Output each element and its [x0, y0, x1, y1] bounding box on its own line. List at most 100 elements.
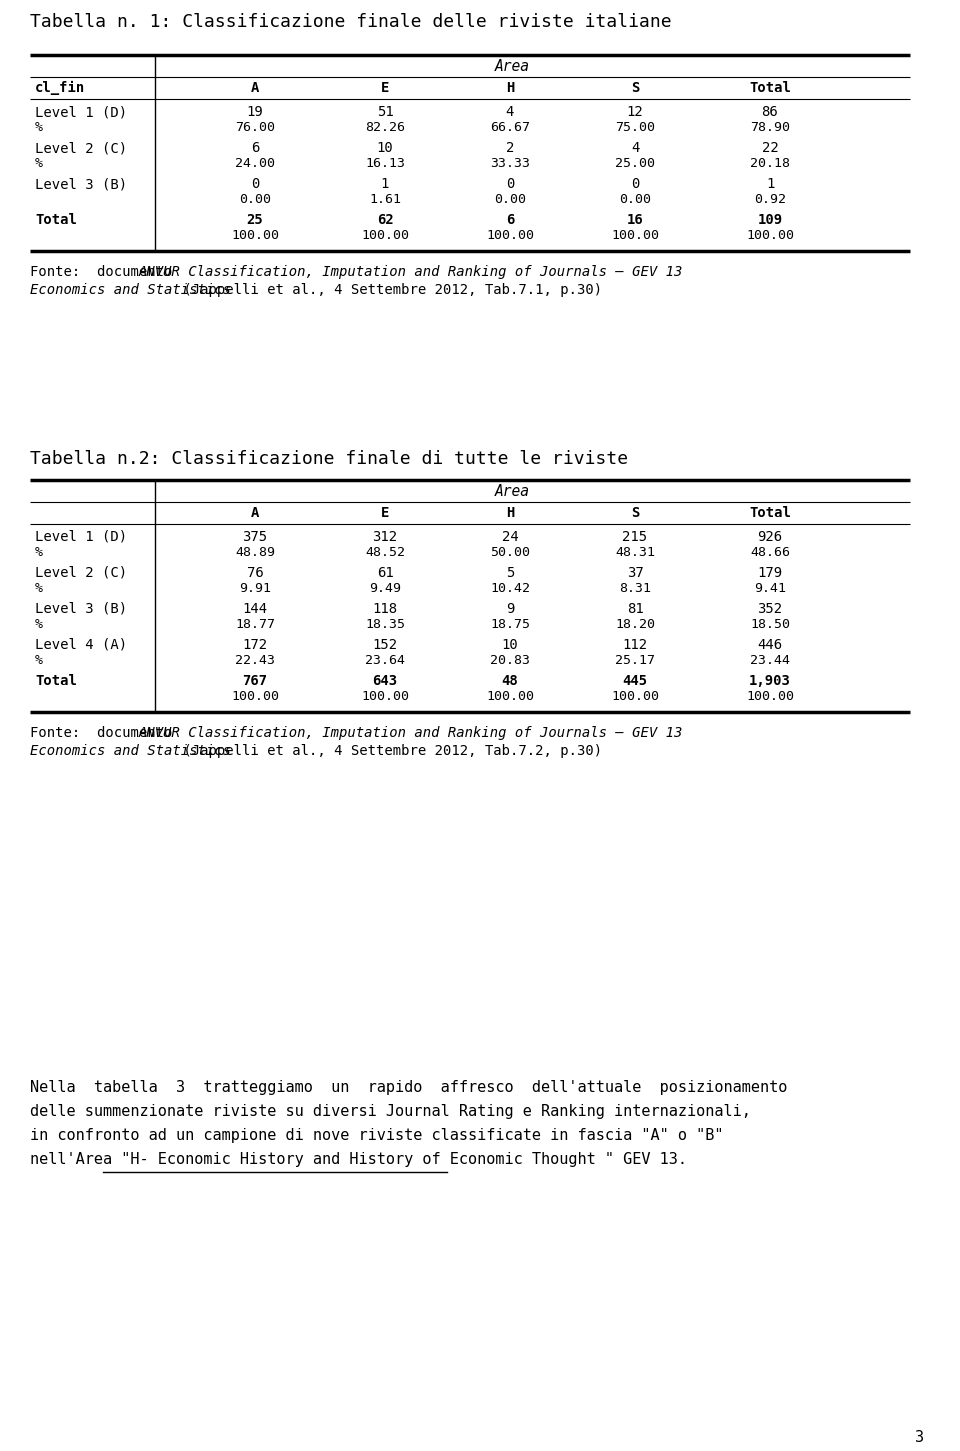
Text: Level 2 (C): Level 2 (C) [35, 141, 127, 155]
Text: 20.83: 20.83 [490, 654, 530, 667]
Text: 82.26: 82.26 [365, 120, 405, 133]
Text: E: E [381, 81, 389, 94]
Text: 0.00: 0.00 [619, 193, 651, 206]
Text: cl_fin: cl_fin [35, 81, 85, 96]
Text: 144: 144 [243, 602, 268, 617]
Text: Area: Area [494, 59, 530, 74]
Text: 446: 446 [757, 638, 782, 651]
Text: 62: 62 [376, 213, 394, 226]
Text: 100.00: 100.00 [361, 691, 409, 702]
Text: Area: Area [494, 485, 530, 499]
Text: 0.00: 0.00 [239, 193, 271, 206]
Text: Tabella n.2: Classificazione finale di tutte le riviste: Tabella n.2: Classificazione finale di t… [30, 450, 628, 469]
Text: S: S [631, 81, 639, 94]
Text: %: % [35, 546, 43, 559]
Text: E: E [381, 506, 389, 519]
Text: 375: 375 [243, 530, 268, 544]
Text: 24.00: 24.00 [235, 157, 275, 170]
Text: Total: Total [749, 81, 791, 94]
Text: 22.43: 22.43 [235, 654, 275, 667]
Text: 86: 86 [761, 104, 779, 119]
Text: %: % [35, 120, 43, 133]
Text: Level 2 (C): Level 2 (C) [35, 566, 127, 580]
Text: 1: 1 [766, 177, 774, 192]
Text: 0: 0 [251, 177, 259, 192]
Text: 33.33: 33.33 [490, 157, 530, 170]
Text: 48.89: 48.89 [235, 546, 275, 559]
Text: 0: 0 [506, 177, 515, 192]
Text: 8.31: 8.31 [619, 582, 651, 595]
Text: 78.90: 78.90 [750, 120, 790, 133]
Text: Fonte:  documento: Fonte: documento [30, 266, 180, 279]
Text: %: % [35, 654, 43, 667]
Text: 767: 767 [243, 675, 268, 688]
Text: 100.00: 100.00 [486, 691, 534, 702]
Text: nell'Area "H- Economic History and History of Economic Thought " GEV 13.: nell'Area "H- Economic History and Histo… [30, 1152, 687, 1167]
Text: delle summenzionate riviste su diversi Journal Rating e Ranking internazionali,: delle summenzionate riviste su diversi J… [30, 1104, 751, 1119]
Text: 100.00: 100.00 [611, 229, 659, 242]
Text: 312: 312 [372, 530, 397, 544]
Text: Total: Total [35, 675, 77, 688]
Text: 9.41: 9.41 [754, 582, 786, 595]
Text: Level 3 (B): Level 3 (B) [35, 602, 127, 617]
Text: 445: 445 [622, 675, 648, 688]
Text: 109: 109 [757, 213, 782, 226]
Text: 4: 4 [631, 141, 639, 155]
Text: 0.00: 0.00 [494, 193, 526, 206]
Text: 4: 4 [506, 104, 515, 119]
Text: 643: 643 [372, 675, 397, 688]
Text: 9.49: 9.49 [369, 582, 401, 595]
Text: 16: 16 [627, 213, 643, 226]
Text: Economics and Statistics: Economics and Statistics [30, 744, 231, 757]
Text: 50.00: 50.00 [490, 546, 530, 559]
Text: 24: 24 [502, 530, 518, 544]
Text: 6: 6 [251, 141, 259, 155]
Text: 81: 81 [627, 602, 643, 617]
Text: 19: 19 [247, 104, 263, 119]
Text: 48.66: 48.66 [750, 546, 790, 559]
Text: H: H [506, 506, 515, 519]
Text: 37: 37 [627, 566, 643, 580]
Text: 18.20: 18.20 [615, 618, 655, 631]
Text: 76.00: 76.00 [235, 120, 275, 133]
Text: 25.17: 25.17 [615, 654, 655, 667]
Text: 6: 6 [506, 213, 515, 226]
Text: 100.00: 100.00 [361, 229, 409, 242]
Text: 0: 0 [631, 177, 639, 192]
Text: Fonte:  documento: Fonte: documento [30, 726, 180, 740]
Text: 1.61: 1.61 [369, 193, 401, 206]
Text: 9.91: 9.91 [239, 582, 271, 595]
Text: 10: 10 [376, 141, 394, 155]
Text: Tabella n. 1: Classificazione finale delle riviste italiane: Tabella n. 1: Classificazione finale del… [30, 13, 672, 30]
Text: 12: 12 [627, 104, 643, 119]
Text: 48: 48 [502, 675, 518, 688]
Text: 100.00: 100.00 [231, 691, 279, 702]
Text: Economics and Statistics: Economics and Statistics [30, 283, 231, 297]
Text: 3: 3 [916, 1431, 924, 1445]
Text: 152: 152 [372, 638, 397, 651]
Text: 352: 352 [757, 602, 782, 617]
Text: (Jappelli et al., 4 Settembre 2012, Tab.7.2, p.30): (Jappelli et al., 4 Settembre 2012, Tab.… [175, 744, 602, 757]
Text: %: % [35, 582, 43, 595]
Text: 23.44: 23.44 [750, 654, 790, 667]
Text: 18.50: 18.50 [750, 618, 790, 631]
Text: 10.42: 10.42 [490, 582, 530, 595]
Text: 25.00: 25.00 [615, 157, 655, 170]
Text: 9: 9 [506, 602, 515, 617]
Text: 10: 10 [502, 638, 518, 651]
Text: Nella  tabella  3  tratteggiamo  un  rapido  affresco  dell'attuale  posizioname: Nella tabella 3 tratteggiamo un rapido a… [30, 1080, 787, 1096]
Text: %: % [35, 618, 43, 631]
Text: 5: 5 [506, 566, 515, 580]
Text: 179: 179 [757, 566, 782, 580]
Text: Level 4 (A): Level 4 (A) [35, 638, 127, 651]
Text: 0.92: 0.92 [754, 193, 786, 206]
Text: Level 1 (D): Level 1 (D) [35, 530, 127, 544]
Text: 100.00: 100.00 [231, 229, 279, 242]
Text: 215: 215 [622, 530, 648, 544]
Text: 926: 926 [757, 530, 782, 544]
Text: 76: 76 [247, 566, 263, 580]
Text: Level 1 (D): Level 1 (D) [35, 104, 127, 119]
Text: 18.35: 18.35 [365, 618, 405, 631]
Text: 61: 61 [376, 566, 394, 580]
Text: 2: 2 [506, 141, 515, 155]
